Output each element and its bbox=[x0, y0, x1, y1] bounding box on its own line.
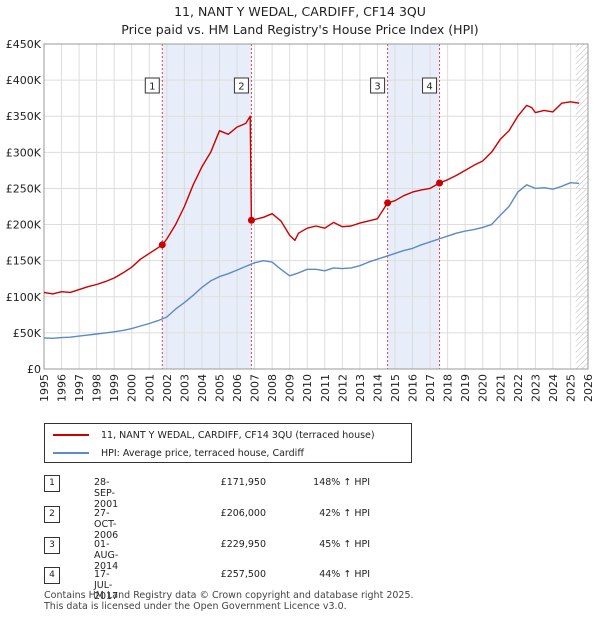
y-tick-label: £400K bbox=[6, 74, 42, 87]
transaction-number: 1 bbox=[44, 475, 60, 492]
x-tick-label: 2018 bbox=[442, 374, 455, 402]
y-tick-label: £250K bbox=[6, 182, 42, 195]
x-tick-label: 2006 bbox=[231, 374, 244, 402]
x-tick-label: 2004 bbox=[196, 374, 209, 402]
marker-label-box bbox=[422, 77, 438, 94]
transaction-number: 2 bbox=[44, 506, 60, 523]
transaction-hpi-change: 45% ↑ HPI bbox=[319, 539, 370, 550]
x-tick-label: 2012 bbox=[336, 374, 349, 402]
y-tick-label: £300K bbox=[6, 146, 42, 159]
x-tick-label: 1998 bbox=[91, 374, 104, 402]
x-tick-label: 1999 bbox=[108, 374, 121, 402]
sale-point bbox=[158, 241, 166, 249]
x-tick-label: 2016 bbox=[407, 374, 420, 402]
shaded-period bbox=[387, 44, 440, 369]
marker-label-box bbox=[370, 77, 386, 94]
y-tick-label: £150K bbox=[6, 255, 42, 268]
transaction-hpi-change: 44% ↑ HPI bbox=[319, 569, 370, 580]
chart-title-line1: 11, NANT Y WEDAL, CARDIFF, CF14 3QU bbox=[174, 4, 426, 19]
transaction-date: 01-AUG-2014 bbox=[94, 539, 119, 572]
transaction-price: £229,950 bbox=[220, 539, 266, 550]
x-tick-label: 1997 bbox=[73, 374, 86, 402]
transaction-number: 4 bbox=[44, 567, 60, 584]
transaction-price: £171,950 bbox=[220, 477, 266, 488]
legend: 11, NANT Y WEDAL, CARDIFF, CF14 3QU (ter… bbox=[44, 423, 412, 463]
transaction-date: 17-JUL-2017 bbox=[94, 569, 119, 602]
footer-copyright: Contains HM Land Registry data © Crown c… bbox=[44, 590, 414, 601]
y-tick-label: £50K bbox=[13, 327, 42, 340]
transaction-date: 27-OCT-2006 bbox=[94, 508, 119, 541]
x-tick-label: 2026 bbox=[582, 374, 595, 402]
x-tick-label: 2022 bbox=[512, 374, 525, 402]
x-tick-label: 2015 bbox=[389, 374, 402, 402]
series-line-hpi bbox=[43, 181, 580, 339]
x-tick-label: 2021 bbox=[494, 374, 507, 402]
chart-title-line2: Price paid vs. HM Land Registry's House … bbox=[121, 22, 479, 37]
x-tick-label: 2023 bbox=[529, 374, 542, 402]
marker-label: 3 bbox=[374, 82, 380, 93]
transaction-price: £206,000 bbox=[220, 508, 266, 519]
price-chart: £0 £50K £100K £150K £200K £250K £300K £350K £400… bbox=[6, 38, 595, 402]
transaction-hpi-change: 42% ↑ HPI bbox=[319, 508, 370, 519]
x-tick-label: 1995 bbox=[38, 374, 51, 402]
sale-point bbox=[247, 216, 255, 224]
x-tick-label: 1996 bbox=[56, 374, 69, 402]
legend-item-property: 11, NANT Y WEDAL, CARDIFF, CF14 3QU (ter… bbox=[45, 426, 375, 444]
marker-label: 1 bbox=[149, 82, 155, 93]
x-tick-label: 2000 bbox=[126, 374, 139, 402]
transaction-hpi-change: 148% ↑ HPI bbox=[313, 477, 370, 488]
x-tick-label: 2025 bbox=[564, 374, 577, 402]
plot-area bbox=[44, 44, 588, 369]
footer-licence: This data is licensed under the Open Gov… bbox=[44, 601, 347, 612]
y-tick-label: £100K bbox=[6, 291, 42, 304]
x-tick-label: 2007 bbox=[249, 374, 262, 402]
marker-label: 2 bbox=[238, 82, 244, 93]
x-tick-label: 2017 bbox=[424, 374, 437, 402]
legend-label-hpi: HPI: Average price, terraced house, Card… bbox=[101, 447, 304, 459]
y-tick-label: £200K bbox=[6, 219, 42, 232]
transaction-price: £257,500 bbox=[220, 569, 266, 580]
sale-point bbox=[384, 199, 392, 207]
x-tick-label: 2019 bbox=[459, 374, 472, 402]
x-tick-label: 2001 bbox=[143, 374, 156, 402]
x-tick-label: 2002 bbox=[161, 374, 174, 402]
x-tick-label: 2020 bbox=[477, 374, 490, 402]
x-tick-label: 2011 bbox=[319, 374, 332, 402]
marker-label: 4 bbox=[426, 82, 432, 93]
x-tick-label: 2009 bbox=[284, 374, 297, 402]
x-tick-label: 2014 bbox=[371, 374, 384, 402]
transaction-number: 3 bbox=[44, 537, 60, 554]
plot-frame bbox=[43, 43, 589, 370]
y-tick-label: £450K bbox=[6, 38, 42, 51]
x-tick-label: 2010 bbox=[301, 374, 314, 402]
x-tick-label: 2008 bbox=[266, 374, 279, 402]
legend-swatch-hpi bbox=[53, 452, 89, 454]
x-tick-label: 2003 bbox=[178, 374, 191, 402]
forecast-region bbox=[575, 44, 588, 369]
transaction-date: 28-SEP-2001 bbox=[94, 477, 119, 510]
marker-label-box bbox=[144, 77, 160, 94]
x-tick-label: 2013 bbox=[354, 374, 367, 402]
x-tick-label: 2024 bbox=[547, 374, 560, 402]
y-tick-label: £350K bbox=[6, 110, 42, 123]
legend-label-property: 11, NANT Y WEDAL, CARDIFF, CF14 3QU (ter… bbox=[101, 429, 375, 441]
legend-item-hpi: HPI: Average price, terraced house, Card… bbox=[45, 444, 304, 462]
sale-point bbox=[436, 179, 444, 187]
legend-swatch-property bbox=[53, 434, 89, 436]
series-line-property bbox=[43, 101, 580, 295]
y-tick-label: £0 bbox=[27, 363, 41, 376]
marker-label-box bbox=[233, 77, 249, 94]
x-tick-label: 2005 bbox=[213, 374, 226, 402]
